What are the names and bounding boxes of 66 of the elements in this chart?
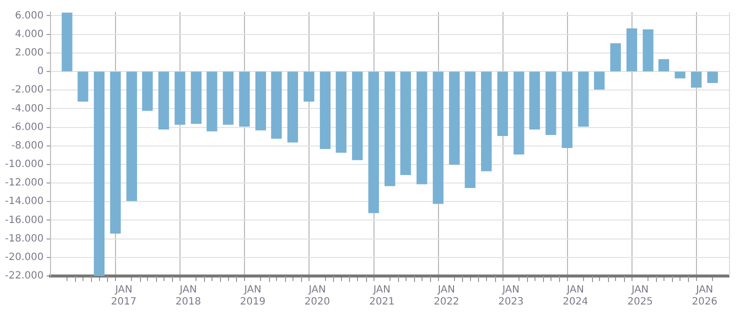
bar <box>320 72 331 149</box>
bar <box>497 72 508 136</box>
bar <box>158 72 170 130</box>
y-tick-label: -14.000 <box>4 196 44 208</box>
x-tick-label: JAN 2024 <box>562 284 588 308</box>
bar <box>464 72 476 188</box>
bar <box>304 72 314 102</box>
bar <box>287 72 298 142</box>
bar <box>674 72 686 78</box>
y-tick-label: 2.000 <box>14 47 44 58</box>
bar <box>174 72 186 125</box>
bar <box>481 72 492 172</box>
bar <box>449 72 460 165</box>
y-tick-label: -22.000 <box>4 270 44 282</box>
bar <box>578 72 589 127</box>
bar <box>126 72 138 202</box>
bar <box>368 72 379 214</box>
y-tick-label: -4.000 <box>11 103 44 114</box>
bar <box>271 72 282 139</box>
bar <box>416 72 428 184</box>
bar <box>514 72 524 155</box>
x-tick-label: JAN 2023 <box>498 284 524 308</box>
bar <box>94 72 105 276</box>
x-tick-label: JAN 2018 <box>176 284 201 308</box>
y-tick-label: -2.000 <box>11 84 44 96</box>
x-tick-label: JAN 2017 <box>111 284 136 308</box>
bar <box>239 72 250 127</box>
bar <box>384 72 396 186</box>
x-tick-label: JAN 2021 <box>369 284 395 308</box>
bar <box>658 59 670 72</box>
y-tick-label: 0 <box>37 66 44 78</box>
bar <box>690 72 702 88</box>
bar <box>432 72 444 204</box>
y-tick-label: -20.000 <box>4 252 44 263</box>
bar <box>255 72 266 130</box>
y-tick-label: -8.000 <box>11 140 44 152</box>
y-tick-label: -10.000 <box>4 159 44 170</box>
bar <box>222 72 234 125</box>
bar <box>546 72 556 136</box>
y-tick-label: 6.000 <box>14 10 44 22</box>
x-tick-label: JAN 2025 <box>627 284 653 308</box>
y-tick-label: -18.000 <box>4 233 44 244</box>
bar <box>190 72 202 124</box>
bar <box>352 72 363 160</box>
x-tick-label: JAN 2019 <box>240 284 266 308</box>
bar <box>206 72 218 132</box>
bar <box>400 72 411 176</box>
bar <box>626 28 638 72</box>
x-tick-label: JAN 2026 <box>692 284 718 308</box>
bar <box>110 72 121 234</box>
y-tick-label: 4.000 <box>14 28 44 40</box>
bar <box>529 72 540 130</box>
y-tick-label: -16.000 <box>4 214 44 226</box>
x-tick-label: JAN 2020 <box>304 284 330 308</box>
bar <box>78 72 88 102</box>
x-tick-label: JAN 2022 <box>434 284 460 308</box>
bar <box>562 72 572 148</box>
y-tick-label: -12.000 <box>4 178 44 189</box>
bar <box>707 72 718 83</box>
bar <box>142 72 153 111</box>
bar <box>642 29 654 72</box>
bar <box>610 43 621 72</box>
bar <box>336 72 346 153</box>
y-tick-label: -6.000 <box>11 122 44 133</box>
bar <box>594 72 605 90</box>
bar <box>62 12 72 72</box>
